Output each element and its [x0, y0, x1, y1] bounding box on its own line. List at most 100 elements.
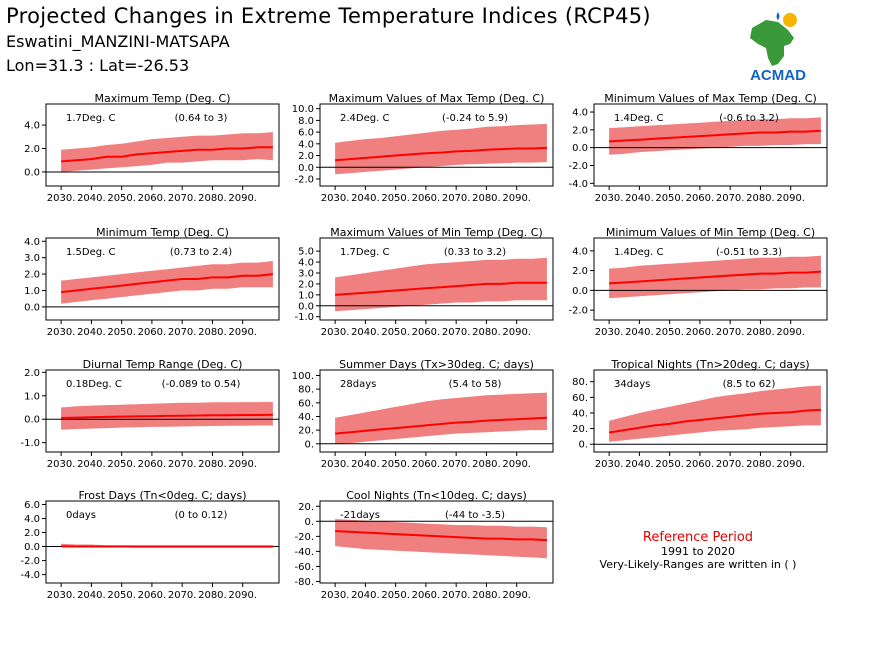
- africa-map-logo: [750, 12, 797, 66]
- x-tick-label: 2060.: [686, 193, 715, 204]
- y-tick-label: 2.0: [298, 279, 314, 290]
- plot-frame: [593, 103, 828, 187]
- y-tick-label: 0.0: [24, 542, 40, 553]
- x-tick-label: 2060.: [412, 193, 441, 204]
- x-tick-label: 2050.: [107, 327, 136, 338]
- y-tick-label: 60.: [572, 393, 588, 404]
- x-tick-label: 2030.: [595, 193, 624, 204]
- chart-panel: -80. -60. -40. -20. 0. 20. 2030. 2040. 2050. 2060…: [294, 489, 554, 601]
- x-tick-label: 2080.: [198, 590, 227, 601]
- chart-panel: 0.20.40.60.80.100.2030. 2040. 2050. 2060. 20…: [292, 358, 554, 470]
- range-text: (0 to 0.12): [175, 510, 228, 521]
- reference-title: Reference Period: [642, 530, 754, 545]
- range-text: (0.33 to 3.2): [444, 247, 506, 258]
- range-text: (-0.089 to 0.54): [162, 379, 241, 390]
- y-tick-label: 0.0: [24, 167, 40, 178]
- x-tick-label: 2030.: [321, 327, 350, 338]
- x-tick-label: 2090.: [502, 327, 531, 338]
- range-text: (0.73 to 2.4): [170, 247, 232, 258]
- y-tick-label: 60.: [298, 398, 314, 409]
- x-tick-label: 2040.: [351, 327, 380, 338]
- y-tick-label: 20.: [572, 424, 588, 435]
- y-tick-label: 1.0: [24, 391, 40, 402]
- chart-title: Diurnal Temp Range (Deg. C): [83, 358, 243, 371]
- range-text: (0.64 to 3): [175, 113, 228, 124]
- x-tick-label: 2090.: [228, 193, 257, 204]
- y-tick-label: -1.0: [294, 312, 314, 323]
- chart-title: Tropical Nights (Tn>20deg. C; days): [610, 358, 809, 371]
- y-tick-label: 4.0: [572, 246, 588, 257]
- x-tick-label: 2070.: [442, 459, 471, 470]
- value-text: 1.4Deg. C: [614, 247, 663, 258]
- y-tick-label: 0.0: [298, 301, 314, 312]
- y-tick-label: 2.0: [24, 270, 40, 281]
- chart-title: Maximum Values of Min Temp (Deg. C): [330, 226, 543, 239]
- y-tick-label: 80.: [572, 377, 588, 388]
- y-tick-label: -1.0: [20, 438, 40, 449]
- x-tick-label: 2040.: [625, 193, 654, 204]
- y-tick-label: 1.0: [24, 286, 40, 297]
- x-tick-label: 2080.: [198, 327, 227, 338]
- x-tick-label: 2050.: [655, 459, 684, 470]
- y-tick-label: 8.0: [298, 116, 314, 127]
- range-band: [335, 392, 547, 444]
- y-tick-label: 3.0: [24, 253, 40, 264]
- mean-line: [60, 273, 274, 294]
- value-text: 1.4Deg. C: [614, 113, 663, 124]
- x-tick-label: 2080.: [746, 193, 775, 204]
- chart-panel: -1.00.01.02.03.04.05.0 2030. 2040. 2050. 206…: [294, 226, 554, 338]
- x-tick-label: 2060.: [686, 327, 715, 338]
- y-tick-label: -2.0: [568, 306, 588, 317]
- x-tick-label: 2040.: [77, 193, 106, 204]
- chart-title: Minimum Temp (Deg. C): [96, 226, 229, 239]
- x-tick-label: 2050.: [381, 459, 410, 470]
- x-tick-label: 2090.: [502, 193, 531, 204]
- x-tick-label: 2040.: [77, 327, 106, 338]
- x-tick-label: 2040.: [351, 193, 380, 204]
- x-tick-label: 2090.: [228, 590, 257, 601]
- acmad-logo: ACMAD: [750, 12, 806, 84]
- x-tick-label: 2070.: [168, 459, 197, 470]
- x-tick-label: 2030.: [595, 459, 624, 470]
- plot-frame: [319, 237, 554, 321]
- x-tick-label: 2080.: [472, 459, 501, 470]
- value-text: 1.7Deg. C: [340, 247, 389, 258]
- plot-frame: [45, 237, 280, 321]
- x-tick-label: 2070.: [716, 327, 745, 338]
- y-tick-label: -2.0: [568, 161, 588, 172]
- x-tick-label: 2050.: [655, 327, 684, 338]
- y-tick-label: 2.0: [572, 125, 588, 136]
- x-tick-label: 2030.: [321, 459, 350, 470]
- y-tick-label: 20.: [298, 502, 314, 513]
- x-tick-label: 2050.: [107, 459, 136, 470]
- x-tick-label: 2040.: [625, 327, 654, 338]
- x-tick-label: 2090.: [502, 590, 531, 601]
- y-tick-label: 0.0: [572, 143, 588, 154]
- reference-legend: Reference Period 1991 to 2020 Very-Likel…: [588, 530, 808, 571]
- range-text: (-44 to -3.5): [445, 510, 505, 521]
- y-tick-label: 40.: [572, 408, 588, 419]
- mean-line: [608, 408, 821, 434]
- y-tick-label: 6.0: [24, 500, 40, 511]
- y-tick-label: 4.0: [572, 108, 588, 119]
- y-tick-label: 4.0: [24, 514, 40, 525]
- chart-title: Maximum Values of Max Temp (Deg. C): [329, 92, 545, 105]
- x-tick-label: 2050.: [381, 590, 410, 601]
- x-tick-label: 2040.: [351, 459, 380, 470]
- plot-frame: [45, 369, 280, 453]
- mean-line: [335, 281, 547, 296]
- x-tick-label: 2090.: [228, 327, 257, 338]
- mean-line: [61, 413, 273, 419]
- x-tick-label: 2080.: [746, 459, 775, 470]
- chart-title: Frost Days (Tn<0deg. C; days): [78, 489, 246, 502]
- y-tick-label: -2.0: [294, 174, 314, 185]
- plot-frame: [319, 103, 554, 187]
- y-tick-label: 2.0: [24, 528, 40, 539]
- plot-frame: [319, 369, 554, 453]
- value-text: 2.4Deg. C: [340, 113, 389, 124]
- x-tick-label: 2080.: [472, 193, 501, 204]
- y-tick-label: 4.0: [24, 121, 40, 132]
- range-text: (-0.24 to 5.9): [442, 113, 508, 124]
